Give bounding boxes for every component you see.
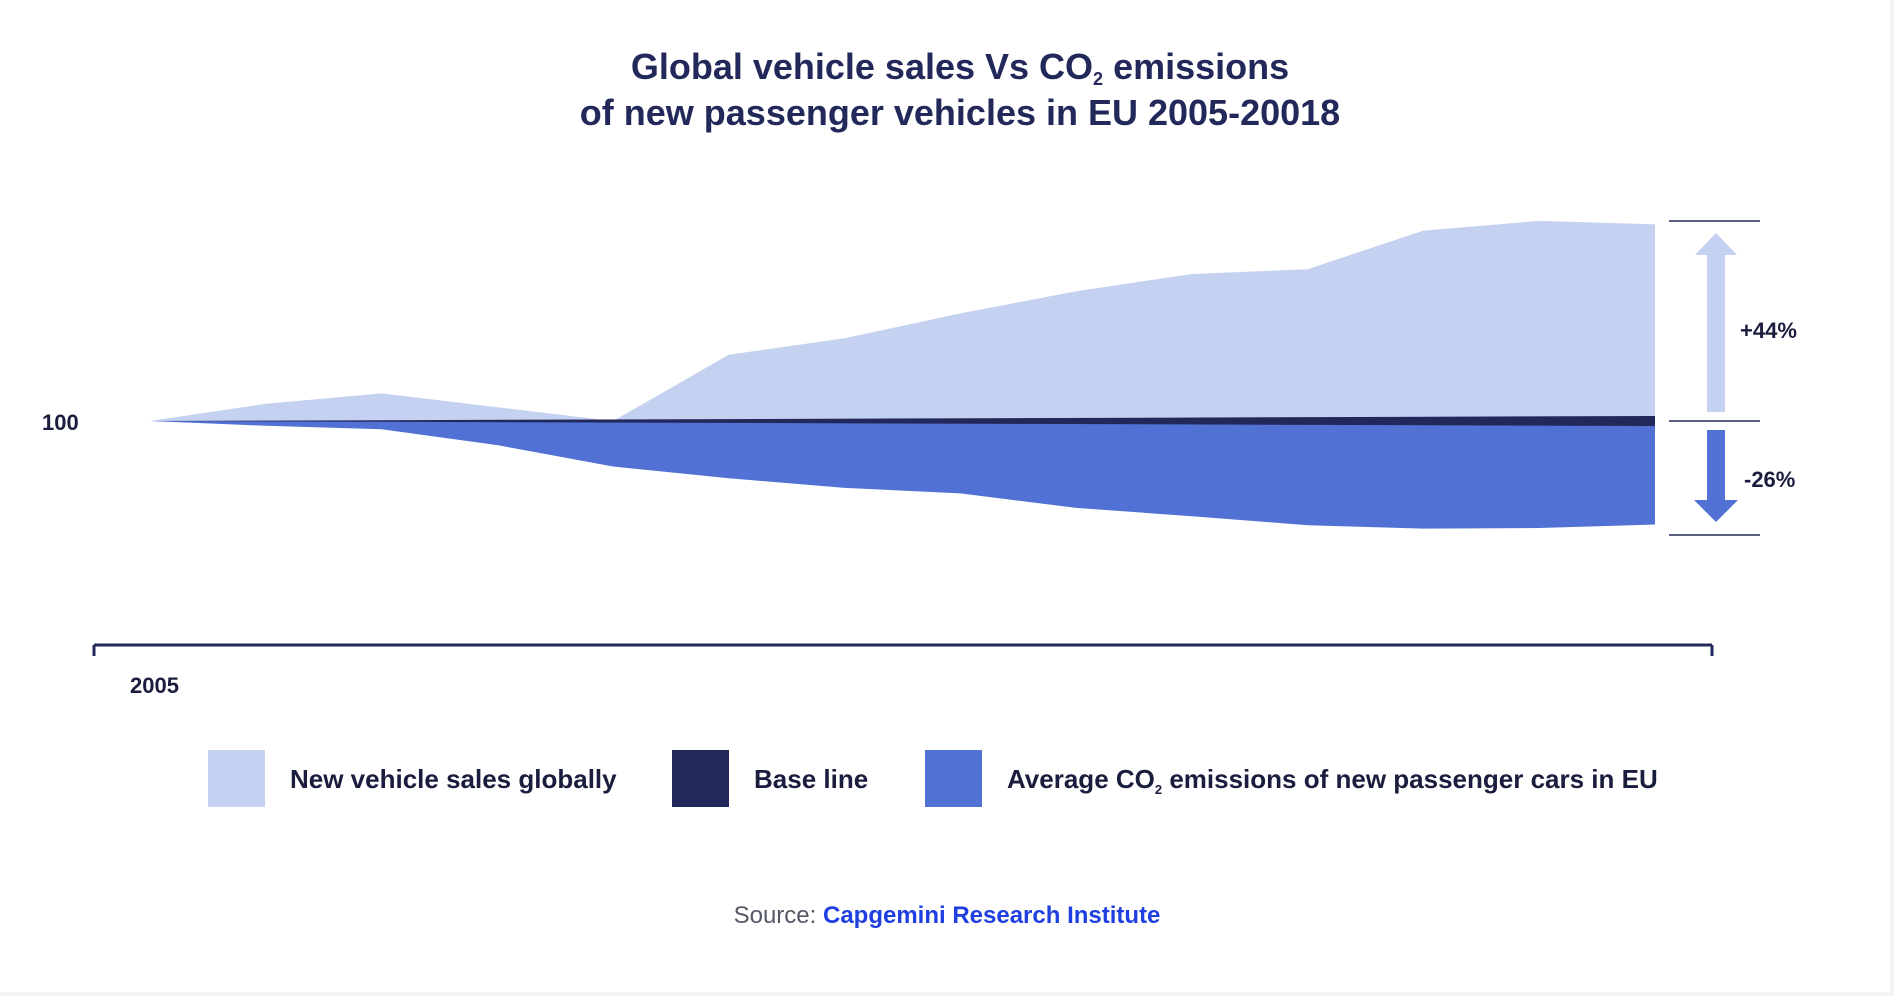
source-organization: Capgemini Research Institute [822, 902, 1161, 929]
x-axis-line [92, 643, 1714, 656]
arrow-down-icon [1694, 430, 1738, 522]
chart-title-line-2: of new passenger vehicles in EU 2005-200… [579, 92, 1341, 133]
chart-title-line-1: Global vehicle sales Vs CO2 emissions [630, 46, 1290, 89]
legend-swatch-new-vehicle-sales [208, 750, 265, 807]
source-prefix: Source: [733, 902, 823, 929]
annotation-label-increase: +44% [1740, 318, 1797, 343]
legend-label-co2-emissions: Average CO2 emissions of new passenger c… [1007, 764, 1658, 797]
legend-label-new-vehicle-sales: New vehicle sales globally [290, 764, 617, 794]
arrow-up-icon [1695, 233, 1737, 412]
source-note: Source: Capgemini Research Institute [0, 902, 1894, 930]
legend-swatch-co2-emissions [925, 750, 982, 807]
chart-title: Global vehicle sales Vs CO2 emissions of… [0, 44, 1894, 136]
x-axis-start-label: 2005 [130, 673, 179, 698]
series-area-co2-emissions [150, 421, 1655, 529]
annotation-label-decrease: -26% [1744, 467, 1795, 492]
legend-swatch-base-line [672, 750, 729, 807]
legend-label-base-line: Base line [754, 764, 869, 794]
series-area-base-line [150, 416, 1655, 426]
y-baseline-label: 100 [42, 410, 79, 435]
series-area-new-vehicle-sales [150, 220, 1655, 421]
legend: New vehicle sales globally Base line Ave… [0, 750, 1894, 810]
